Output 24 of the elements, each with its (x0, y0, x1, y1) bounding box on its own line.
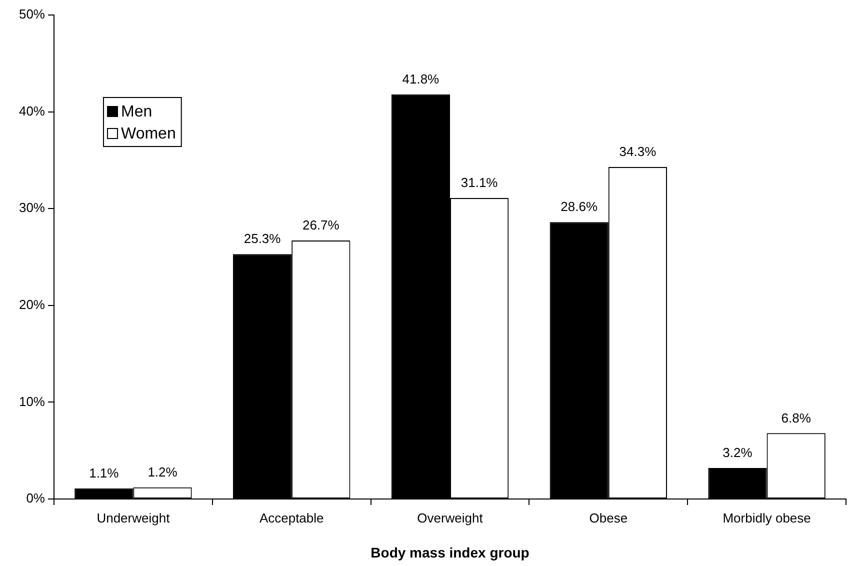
y-tick-label: 40% (18, 103, 46, 118)
legend-label: Women (121, 125, 176, 142)
data-label: 1.1% (89, 465, 120, 480)
legend-label: Men (121, 103, 152, 120)
y-tick-label: 0% (26, 490, 46, 506)
data-label: 25.3% (244, 231, 282, 246)
x-tick-label: Morbidly obese (722, 510, 811, 526)
x-tick-label: Underweight (96, 510, 170, 526)
y-tick-label: 20% (18, 296, 46, 312)
data-label: 41.8% (402, 71, 440, 86)
data-label: 1.2% (148, 464, 178, 480)
data-label: 34.3% (619, 144, 657, 160)
data-label: 26.7% (302, 218, 340, 233)
x-tick-label: Obese (589, 510, 628, 526)
y-tick-label: 30% (18, 200, 46, 216)
y-tick-label: 50% (18, 6, 46, 22)
x-tick-label: Acceptable (259, 510, 324, 526)
x-tick-label: Overweight (417, 510, 484, 526)
x-axis-title: Body mass index group (370, 544, 530, 560)
data-label: 3.2% (722, 445, 753, 460)
data-label: 28.6% (560, 199, 598, 214)
data-label: 6.8% (781, 410, 812, 426)
y-tick-label: 10% (18, 394, 46, 409)
data-label: 31.1% (460, 175, 498, 190)
